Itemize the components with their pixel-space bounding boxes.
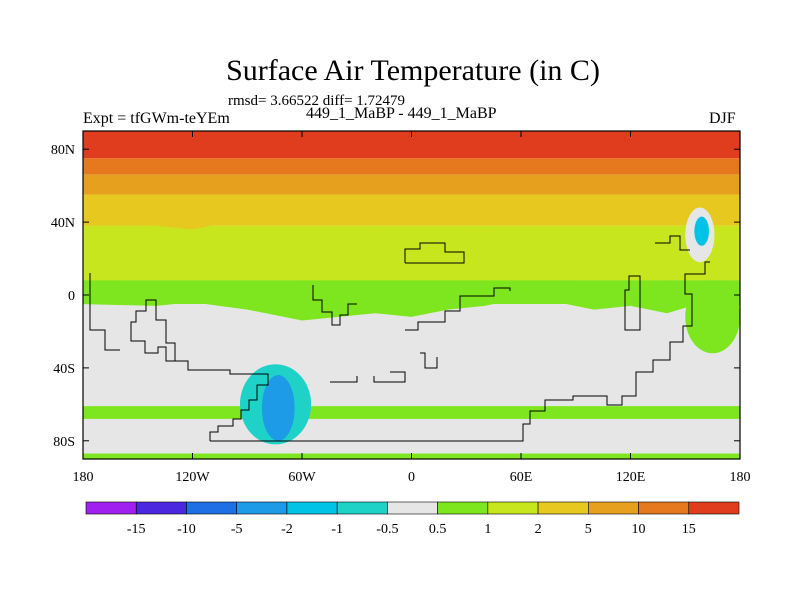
colorbar-swatch xyxy=(85,501,137,515)
colorbar-label: 0.5 xyxy=(429,522,447,537)
colorbar-swatch xyxy=(638,501,690,515)
band-wobble-mid xyxy=(83,194,740,230)
colorbar-label: 5 xyxy=(585,522,592,537)
y-tick-label: 40N xyxy=(51,216,75,231)
colorbar-label: -0.5 xyxy=(376,522,398,537)
south-america-core xyxy=(261,375,295,441)
lat-band-6 xyxy=(83,304,740,459)
southern-ocean-belt xyxy=(83,406,740,419)
coastline-south-america xyxy=(130,299,269,441)
colorbar-swatch xyxy=(588,501,639,515)
season-label: DJF xyxy=(709,110,736,127)
temperature-field xyxy=(83,131,740,459)
x-tick-label: 180 xyxy=(730,470,751,485)
coastline-south-atlantic-island xyxy=(330,376,358,383)
band-wobble-tropic xyxy=(83,280,740,321)
coastlines xyxy=(89,235,710,442)
colorbar-swatch xyxy=(336,501,388,515)
y-tick-label: 80S xyxy=(53,435,75,450)
colorbar-swatch xyxy=(286,501,338,515)
colorbar-swatch xyxy=(186,501,237,515)
coastline-south-pole xyxy=(210,261,710,442)
colorbar-swatch xyxy=(437,501,489,515)
coastline-east-asia xyxy=(655,235,690,251)
japan-cold-core xyxy=(694,216,709,246)
colorbar-label: -5 xyxy=(231,522,243,537)
coastline-africa xyxy=(405,287,511,331)
axes: 180 120W 60W 0 60E 120E 180 80N 40N 0 40S 80S xyxy=(51,131,751,485)
chart-title: Surface Air Temperature (in C) xyxy=(226,54,600,87)
coastline-central-america xyxy=(89,273,120,351)
coastline-andes-spur xyxy=(312,285,357,326)
colorbar-swatch xyxy=(236,501,288,515)
band-wobble-upper xyxy=(83,240,740,288)
colorbar-swatch xyxy=(135,501,187,515)
y-tick-label: 40S xyxy=(53,362,75,377)
x-tick-label: 180 xyxy=(73,470,94,485)
experiment-label: Expt = tfGWm-teYEm xyxy=(83,110,230,127)
colorbar-swatch xyxy=(387,501,438,515)
colorbar-label: -15 xyxy=(127,522,146,537)
x-tick-label: 120W xyxy=(175,470,210,485)
case-comparison-label: 449_1_MaBP - 449_1_MaBP xyxy=(306,105,497,122)
colorbar-label: -1 xyxy=(331,522,343,537)
colorbar-label: 2 xyxy=(535,522,542,537)
lat-band-2 xyxy=(83,174,740,195)
colorbar-label: 15 xyxy=(682,522,696,537)
stats-subtitle: rmsd= 3.66522 diff= 1.72479 xyxy=(228,93,406,109)
colorbar-swatch xyxy=(487,501,539,515)
x-tick-label: 0 xyxy=(408,470,415,485)
x-tick-label: 120E xyxy=(616,470,646,485)
colorbar-label: 1 xyxy=(484,522,491,537)
x-tick-label: 60W xyxy=(288,470,316,485)
colorbar-label: -10 xyxy=(177,522,196,537)
colorbar-label: -2 xyxy=(281,522,293,537)
colorbar-swatch xyxy=(537,501,589,515)
coastline-north-africa xyxy=(404,242,465,264)
coastline-south-atlantic-island-2 xyxy=(373,371,406,383)
west-pacific-warm-spot xyxy=(685,280,740,354)
x-tick-label: 60E xyxy=(510,470,533,485)
y-tick-label: 0 xyxy=(68,289,75,304)
coastline-australia xyxy=(624,275,641,331)
coastline-africa-south xyxy=(420,352,438,369)
colorbar-label: 10 xyxy=(632,522,646,537)
y-tick-label: 80N xyxy=(51,143,75,158)
colorbar: -15 -10 -5 -2 -1 -0.5 0.5 1 2 5 10 15 xyxy=(85,501,740,537)
lat-band-1 xyxy=(83,158,740,175)
colorbar-swatch xyxy=(688,501,740,515)
